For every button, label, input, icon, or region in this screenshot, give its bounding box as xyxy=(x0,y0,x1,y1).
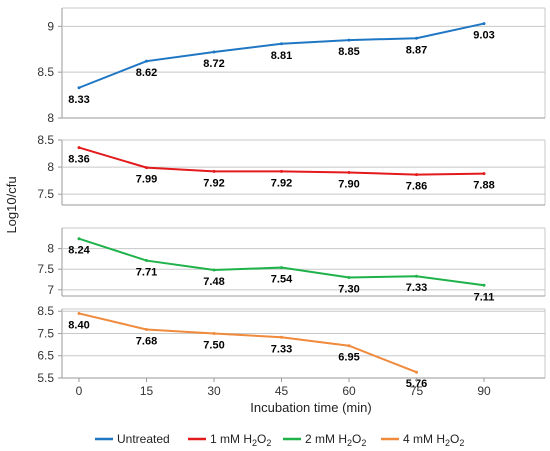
data-point xyxy=(415,36,418,40)
data-point xyxy=(212,331,216,335)
y-tick-label: 8.5 xyxy=(37,65,54,79)
legend-label: 1 mM H2O2 xyxy=(210,432,271,448)
y-tick-label: 7.5 xyxy=(37,187,54,201)
x-tick-label: 45 xyxy=(275,384,289,398)
data-label: 8.40 xyxy=(68,319,89,331)
data-point xyxy=(77,146,81,150)
data-point xyxy=(145,59,148,63)
y-tick-label: 7.5 xyxy=(37,326,54,340)
legend-item-2: 1 mM H2O2 xyxy=(188,432,271,448)
y-tick-label: 9 xyxy=(47,19,54,33)
y-tick-label: 5.5 xyxy=(37,371,54,385)
data-point xyxy=(212,50,216,54)
y-tick-label: 8 xyxy=(47,160,54,174)
data-point xyxy=(280,335,283,339)
y-tick-label: 7 xyxy=(47,283,54,297)
data-point xyxy=(280,169,283,173)
data-label: 7.88 xyxy=(473,180,494,192)
data-label: 8.85 xyxy=(338,46,359,58)
data-label: 7.50 xyxy=(203,339,224,351)
data-point xyxy=(145,327,148,331)
data-label: 7.90 xyxy=(338,179,359,191)
data-point xyxy=(280,42,283,46)
x-tick-label: 30 xyxy=(207,384,221,398)
data-label: 7.11 xyxy=(474,291,495,303)
panel-4: 5.5 6.5 7.5 8.5 8.40 7.68 7.50 7.33 6.95 5.76 xyxy=(37,304,546,390)
data-label: 7.54 xyxy=(271,274,293,286)
data-label: 7.68 xyxy=(136,335,157,347)
y-axis-title: Log10/cfu xyxy=(4,176,19,233)
data-label: 7.99 xyxy=(136,174,157,186)
data-point xyxy=(280,266,283,270)
y-tick-label: 8.5 xyxy=(37,133,54,147)
y-tick-label: 8 xyxy=(47,111,54,125)
data-point xyxy=(347,275,351,279)
x-tick-label: 60 xyxy=(342,384,356,398)
legend-label: Untreated xyxy=(117,432,170,446)
data-label: 9.03 xyxy=(473,30,494,42)
y-tick-label: 8.5 xyxy=(37,304,54,318)
legend-item-3: 2 mM H2O2 xyxy=(283,432,366,448)
data-label: 8.81 xyxy=(271,50,292,62)
data-point xyxy=(482,22,486,26)
data-point xyxy=(145,259,148,263)
data-label: 7.33 xyxy=(406,282,427,294)
y-tick-label: 7.5 xyxy=(37,262,54,276)
x-axis-title: Incubation time (min) xyxy=(250,400,371,415)
y-tick-label: 8 xyxy=(47,242,54,256)
data-point xyxy=(145,166,148,170)
data-point xyxy=(77,237,81,241)
panel-1: 8 8.5 9 8.33 8.62 8.72 8.81 8.85 8.87 9.03 xyxy=(37,7,546,125)
y-tick-label: 6.5 xyxy=(37,349,54,363)
data-label: 8.72 xyxy=(203,58,224,70)
x-tick-label: 75 xyxy=(410,384,424,398)
panel-3: 7 7.5 8 8.24 7.71 7.48 7.54 7.30 7.33 7.11 xyxy=(37,227,546,303)
legend-label: 4 mM H2O2 xyxy=(403,432,464,448)
data-label: 8.36 xyxy=(68,154,89,166)
data-point xyxy=(77,86,81,90)
data-label: 8.87 xyxy=(406,44,427,56)
data-point xyxy=(347,171,351,174)
legend-label: 2 mM H2O2 xyxy=(305,432,366,448)
data-point xyxy=(415,274,418,278)
data-label: 7.86 xyxy=(406,181,427,193)
data-point xyxy=(482,283,486,287)
data-label: 7.30 xyxy=(338,283,359,295)
data-point xyxy=(212,268,216,272)
data-label: 7.92 xyxy=(203,177,224,189)
chart-panels: 8 8.5 9 8.33 8.62 8.72 8.81 8.85 8.87 9.03 7.5 8 8.5… xyxy=(37,7,546,390)
data-point xyxy=(482,172,486,176)
data-point xyxy=(415,173,418,177)
data-point xyxy=(415,370,418,374)
x-tick-label: 90 xyxy=(477,384,491,398)
data-label: 8.33 xyxy=(68,94,89,106)
data-point xyxy=(347,344,351,348)
x-tick-label: 0 xyxy=(76,384,83,398)
data-point xyxy=(347,38,351,42)
data-label: 5.76 xyxy=(406,378,427,390)
x-tick-label: 15 xyxy=(140,384,154,398)
data-label: 7.48 xyxy=(203,276,224,288)
legend: Untreated 1 mM H2O2 2 mM H2O2 4 mM H2O2 xyxy=(95,432,464,448)
data-point xyxy=(77,311,81,315)
data-label: 7.71 xyxy=(136,267,157,279)
panel-2: 7.5 8 8.5 8.36 7.99 7.92 7.92 7.90 7.86 7.88 xyxy=(37,133,546,206)
data-label: 6.95 xyxy=(338,352,359,364)
legend-item-1: Untreated xyxy=(95,432,170,446)
x-axis: 0 15 30 45 60 75 90 xyxy=(76,378,491,398)
data-label: 8.24 xyxy=(68,245,90,257)
data-label: 7.92 xyxy=(271,177,292,189)
series-line-4 xyxy=(78,312,417,374)
legend-item-4: 4 mM H2O2 xyxy=(381,432,464,448)
data-point xyxy=(212,169,216,173)
data-label: 8.62 xyxy=(136,67,157,79)
data-label: 7.33 xyxy=(271,343,292,355)
